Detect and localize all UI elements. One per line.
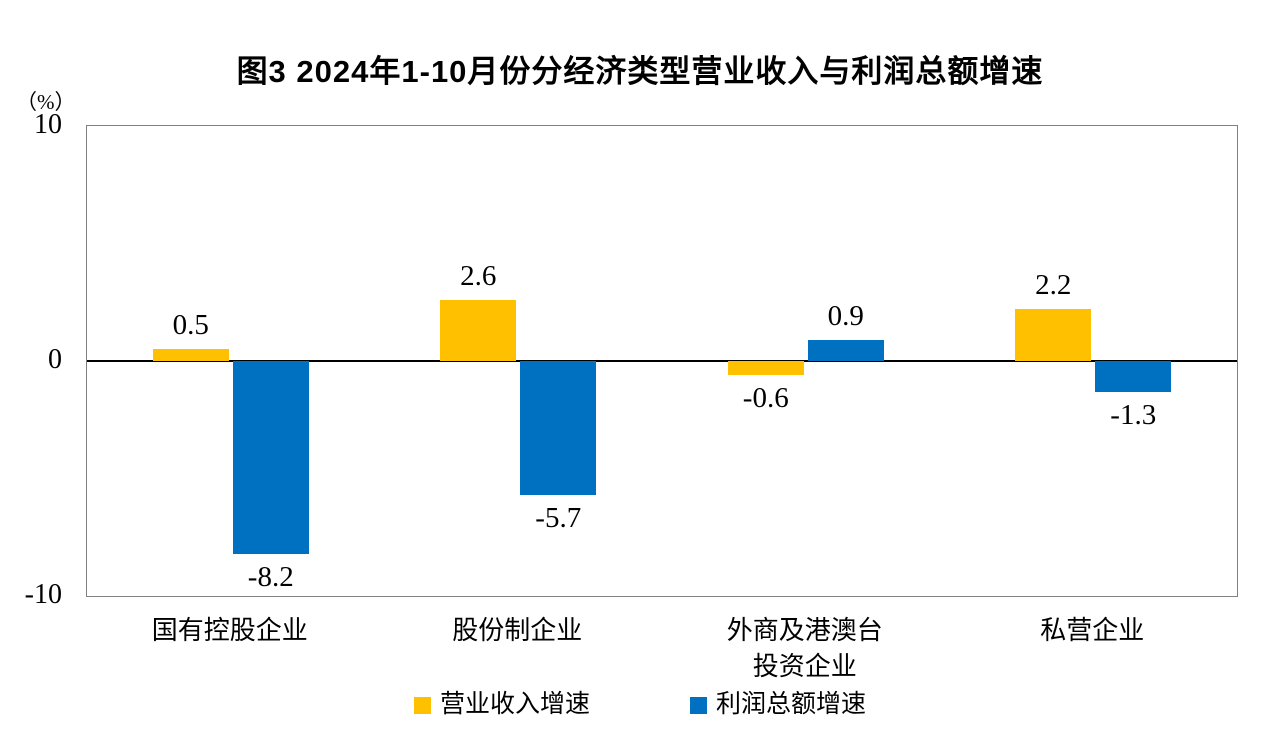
legend-item-0: 营业收入增速 [413, 690, 590, 720]
bar-value-label-revenue-2: -0.6 [742, 382, 789, 415]
bar-value-label-revenue-0: 0.5 [172, 309, 209, 342]
bar-value-label-profit-0: -8.2 [247, 560, 294, 593]
bar-value-label-profit-2: 0.9 [827, 299, 864, 332]
category-label-0: 国有控股企业 [151, 616, 308, 645]
legend-swatch-icon [690, 696, 707, 714]
legend-swatch-icon [413, 696, 431, 714]
category-label-1: 股份制企业 [452, 616, 583, 645]
y-tick-0: 0 [48, 344, 62, 375]
chart-legend: 营业收入增速 利润总额增速 [0, 690, 1280, 720]
bar-revenue-1 [440, 299, 517, 361]
bar-revenue-3 [1015, 309, 1092, 361]
bar-value-label-profit-3: -1.3 [1110, 398, 1157, 431]
bar-revenue-0 [152, 349, 229, 361]
category-label-3: 私营企业 [1040, 616, 1145, 645]
bar-profit-0 [232, 361, 309, 554]
chart-title: 图3 2024年1-10月份分经济类型营业收入与利润总额增速 [236, 54, 1044, 89]
bar-value-label-revenue-1: 2.6 [460, 259, 497, 292]
y-tick-10: 10 [34, 109, 62, 140]
bar-value-label-profit-1: -5.7 [535, 501, 582, 534]
x-axis-category-labels: 国有控股企业 股份制企业 外商及港澳台 投资企业 私营企业 [86, 613, 1236, 689]
bar-profit-3 [1095, 361, 1172, 392]
legend-label: 利润总额增速 [716, 691, 867, 718]
y-tick-minus-10: -10 [24, 579, 62, 610]
bar-revenue-2 [727, 361, 804, 376]
category-label-2: 外商及港澳台 投资企业 [726, 616, 883, 681]
legend-label: 营业收入增速 [439, 691, 590, 718]
zero-axis-line [87, 360, 1237, 362]
plot-area: 0.5 2.6 -0.6 2.2 -8.2 -5.7 0.9 -1.3 [86, 125, 1238, 597]
bar-value-label-revenue-3: 2.2 [1035, 269, 1072, 302]
bar-profit-2 [807, 339, 884, 361]
legend-item-1: 利润总额增速 [690, 690, 866, 720]
bar-profit-1 [520, 361, 597, 495]
y-axis-unit-label: （%） [16, 90, 76, 114]
